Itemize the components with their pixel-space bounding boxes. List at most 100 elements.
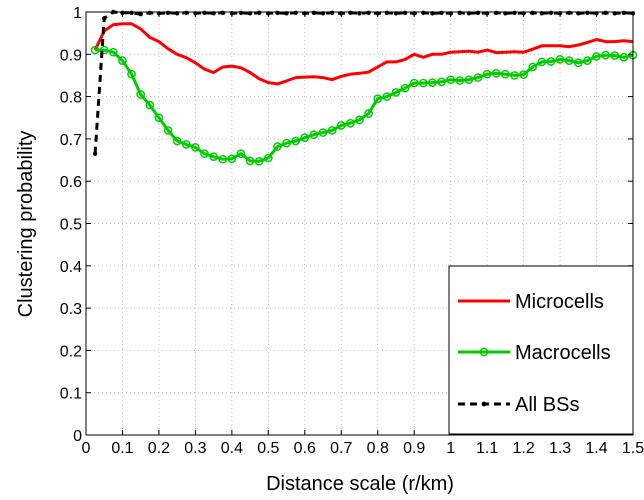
macrocells-line bbox=[95, 48, 634, 163]
all-bss-point bbox=[603, 10, 608, 16]
macrocells-point bbox=[109, 47, 118, 57]
macrocells-point bbox=[400, 83, 410, 93]
macrocells-point bbox=[145, 100, 155, 110]
macrocells-point bbox=[473, 73, 483, 82]
macrocells-point bbox=[437, 77, 446, 87]
x-tick-label: 0.4 bbox=[221, 440, 243, 457]
macrocells-point bbox=[346, 118, 355, 128]
y-tick-label: 0.1 bbox=[60, 386, 82, 403]
all-bss-point bbox=[457, 10, 462, 16]
macrocells-point bbox=[482, 69, 492, 79]
legend-marker-all-bss bbox=[481, 401, 487, 407]
macrocells-point bbox=[291, 136, 301, 146]
all-bss-point bbox=[384, 10, 390, 16]
all-bss-point bbox=[311, 10, 317, 16]
macrocells-point bbox=[455, 76, 465, 85]
macrocells-point bbox=[245, 156, 255, 166]
macrocells-point bbox=[327, 126, 337, 135]
legend-marker-macrocells bbox=[479, 347, 489, 357]
y-tick-label: 0.8 bbox=[60, 90, 82, 107]
macrocells-point bbox=[181, 140, 191, 149]
macrocells-point bbox=[546, 57, 556, 66]
macrocells-point bbox=[619, 52, 629, 62]
macrocells-point bbox=[90, 45, 100, 55]
all-bss-point bbox=[621, 10, 627, 16]
macrocells-point bbox=[263, 153, 273, 163]
microcells-line bbox=[93, 22, 634, 86]
x-tick-label: 0.7 bbox=[330, 440, 352, 457]
all-bss-point bbox=[165, 10, 171, 16]
legend: Microcells Macrocells All BSs bbox=[448, 265, 634, 435]
macrocells-point bbox=[528, 62, 538, 72]
all-bss-point bbox=[530, 10, 535, 16]
legend-label-microcells: Microcells bbox=[515, 291, 604, 313]
macrocells-point bbox=[300, 133, 310, 142]
x-tick-label: 0.5 bbox=[257, 440, 279, 457]
y-tick-label: 0 bbox=[73, 428, 82, 445]
macrocells-point bbox=[118, 56, 127, 65]
macrocells-point bbox=[355, 115, 364, 125]
x-tick-label: 1.5 bbox=[622, 440, 644, 457]
x-axis-label: Distance scale (r/km) bbox=[266, 473, 454, 495]
macrocells-point bbox=[309, 130, 319, 140]
y-tick-label: 0.4 bbox=[60, 259, 82, 276]
macrocells-point bbox=[418, 78, 428, 88]
x-tick-label: 1.3 bbox=[549, 440, 571, 457]
all-bss-point bbox=[566, 10, 572, 16]
x-tick-label: 0.2 bbox=[148, 440, 170, 457]
macrocells-point bbox=[610, 51, 620, 60]
x-tick-label: 0.6 bbox=[294, 440, 316, 457]
macrocells-point bbox=[573, 58, 583, 68]
macrocells-point bbox=[273, 142, 282, 151]
all-bss-point bbox=[348, 10, 353, 16]
macrocells-point bbox=[172, 136, 182, 146]
y-tick-label: 0.3 bbox=[60, 301, 82, 318]
all-bss-point bbox=[402, 10, 408, 16]
all-bss-point bbox=[439, 10, 444, 16]
macrocells-point bbox=[510, 71, 519, 80]
macrocells-point bbox=[209, 152, 218, 162]
macrocells-point bbox=[501, 69, 510, 79]
all-bss-point bbox=[102, 16, 107, 21]
macrocells-point bbox=[564, 56, 574, 65]
all-bss-point bbox=[494, 10, 499, 16]
all-bss-point bbox=[366, 10, 371, 16]
y-axis-label: Clustering probability bbox=[15, 131, 37, 318]
macrocells-point bbox=[99, 45, 109, 55]
macrocells-point bbox=[218, 154, 228, 164]
macrocells-point bbox=[163, 126, 173, 135]
all-bss-point bbox=[275, 10, 280, 16]
macrocells-point bbox=[464, 75, 474, 85]
legend-label-macrocells: Macrocells bbox=[515, 342, 611, 364]
macrocells-point bbox=[364, 109, 373, 118]
x-tick-label: 1 bbox=[446, 440, 455, 457]
all-bss-point bbox=[257, 10, 262, 16]
x-tick-label: 1.2 bbox=[512, 440, 534, 457]
x-tick-label: 1.1 bbox=[476, 440, 498, 457]
y-tick-label: 0.2 bbox=[60, 343, 82, 360]
macrocells-point bbox=[200, 149, 209, 159]
y-tick-label: 0.6 bbox=[60, 174, 82, 191]
all-bss-point bbox=[147, 10, 153, 16]
macrocells-point bbox=[136, 90, 146, 99]
all-bss-point bbox=[220, 10, 225, 16]
macrocells-point bbox=[491, 68, 501, 78]
x-tick-label: 0.1 bbox=[111, 440, 133, 457]
all-bss-point bbox=[293, 10, 298, 16]
macrocells-point bbox=[191, 143, 200, 152]
macrocells-point bbox=[555, 55, 565, 64]
macrocells-point bbox=[382, 92, 392, 101]
all-bss-point bbox=[421, 10, 426, 16]
macrocells-point bbox=[373, 94, 383, 104]
macrocells-point bbox=[446, 75, 456, 85]
legend-box bbox=[448, 265, 634, 435]
macrocells-point bbox=[601, 50, 611, 60]
macrocells-point bbox=[154, 113, 164, 123]
y-tick-label: 0.9 bbox=[60, 47, 82, 64]
y-tick-label: 0.5 bbox=[60, 217, 82, 234]
macrocells-point bbox=[519, 70, 528, 79]
macrocells-point bbox=[428, 78, 437, 87]
y-tick-label: 1 bbox=[73, 5, 82, 22]
all-bss-point bbox=[202, 10, 207, 16]
